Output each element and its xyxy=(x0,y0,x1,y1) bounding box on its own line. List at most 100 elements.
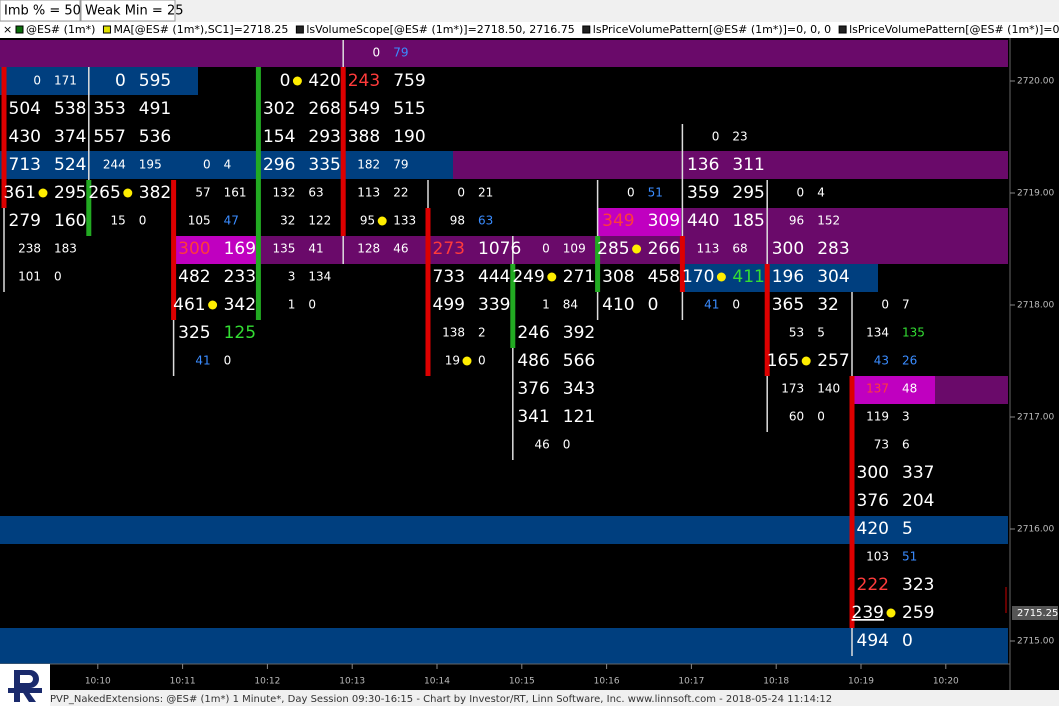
band xyxy=(935,376,1008,404)
bid-volume: 222 xyxy=(857,575,889,595)
band xyxy=(453,151,1008,179)
bid-volume: 549 xyxy=(348,99,380,119)
ask-volume: 122 xyxy=(308,214,331,228)
ask-volume: 759 xyxy=(393,71,425,91)
bid-volume: 170 xyxy=(682,267,714,287)
bar-body xyxy=(510,264,516,348)
ask-volume: 339 xyxy=(478,295,510,315)
ask-volume: 0 xyxy=(817,410,825,424)
bar-body xyxy=(1,67,7,208)
imbalance-setting[interactable]: Imb % = 500 xyxy=(4,4,89,19)
bid-volume: 246 xyxy=(517,323,549,343)
band xyxy=(853,376,935,404)
ask-volume: 160 xyxy=(54,211,86,231)
bid-volume: 0 xyxy=(542,242,550,256)
ask-volume: 311 xyxy=(732,155,764,175)
bars xyxy=(1,40,855,656)
imbalance-dot xyxy=(547,272,557,282)
ask-volume: 304 xyxy=(817,267,849,287)
ask-volume: 79 xyxy=(393,46,408,60)
time-label: 10:15 xyxy=(509,677,535,687)
imbalance-dot xyxy=(801,356,811,366)
legend-swatch xyxy=(102,25,111,34)
ask-volume: 2 xyxy=(478,326,486,340)
ask-volume: 195 xyxy=(139,158,162,172)
bid-volume: 420 xyxy=(857,519,889,539)
ask-volume: 3 xyxy=(902,410,910,424)
ask-volume: 121 xyxy=(563,407,595,427)
bid-volume: 0 xyxy=(797,186,805,200)
ask-volume: 515 xyxy=(393,99,425,119)
band xyxy=(0,40,1008,67)
current-price-box xyxy=(1012,606,1058,620)
ask-volume: 51 xyxy=(902,550,917,564)
ask-volume: 161 xyxy=(224,186,247,200)
bid-volume: 154 xyxy=(263,127,295,147)
imbalance-dot xyxy=(716,272,726,282)
ask-volume: 283 xyxy=(817,239,849,259)
bid-volume: 119 xyxy=(866,410,889,424)
ask-volume: 47 xyxy=(224,214,239,228)
bid-volume: 138 xyxy=(442,326,465,340)
bid-volume: 341 xyxy=(517,407,549,427)
close-icon[interactable]: × xyxy=(3,23,12,36)
bid-volume: 302 xyxy=(263,99,295,119)
ask-volume: 21 xyxy=(478,186,493,200)
imbalance-box[interactable] xyxy=(0,0,81,22)
price-label: 2715.00 xyxy=(1017,637,1054,647)
ask-volume: 46 xyxy=(393,242,408,256)
legend-entry: @ES# (1m*) xyxy=(26,23,95,36)
bid-volume: 128 xyxy=(357,242,380,256)
band xyxy=(0,151,453,179)
ask-volume: 185 xyxy=(732,211,764,231)
bid-volume: 1 xyxy=(542,298,550,312)
bid-volume: 113 xyxy=(357,186,380,200)
legend-swatch xyxy=(15,25,24,34)
bid-volume: 98 xyxy=(450,214,465,228)
bid-volume: 388 xyxy=(348,127,380,147)
ask-volume: 411 xyxy=(732,267,764,287)
bid-volume: 430 xyxy=(9,127,41,147)
ask-volume: 295 xyxy=(54,183,86,203)
ask-volume: 595 xyxy=(139,71,171,91)
ask-volume: 0 xyxy=(478,354,486,368)
time-label: 10:13 xyxy=(339,677,365,687)
bid-volume: 361 xyxy=(4,183,36,203)
weak-min-box[interactable] xyxy=(80,0,176,22)
bid-volume: 134 xyxy=(866,326,889,340)
ask-volume: 323 xyxy=(902,575,934,595)
weak-min-setting[interactable]: Weak Min = 25 xyxy=(85,4,183,19)
bid-volume: 365 xyxy=(772,295,804,315)
time-label: 10:19 xyxy=(848,677,874,687)
ask-volume: 0 xyxy=(308,298,316,312)
ask-volume: 343 xyxy=(563,379,595,399)
ask-volume: 133 xyxy=(393,214,416,228)
bar-body xyxy=(595,236,601,292)
legend-entry: lsVolumeScope[@ES# (1m*)]=2718.50, 2716.… xyxy=(306,23,574,36)
ask-volume: 0 xyxy=(648,295,659,315)
bid-volume: 96 xyxy=(789,214,804,228)
bid-volume: 461 xyxy=(173,295,205,315)
ask-volume: 538 xyxy=(54,99,86,119)
legend: @ES# (1m*) MA[@ES# (1m*),SC1]=2718.25 lsVo… xyxy=(15,23,1059,36)
bid-volume: 376 xyxy=(857,491,889,511)
ask-volume: 259 xyxy=(902,603,934,623)
ask-volume: 23 xyxy=(732,130,747,144)
bid-volume: 733 xyxy=(433,267,465,287)
bar-body xyxy=(679,236,685,292)
band xyxy=(0,67,198,95)
time-label: 10:11 xyxy=(170,677,196,687)
ask-volume: 84 xyxy=(563,298,578,312)
imbalance-dot xyxy=(292,76,302,86)
bid-volume: 43 xyxy=(874,354,889,368)
ask-volume: 63 xyxy=(478,214,493,228)
bid-volume: 165 xyxy=(767,351,799,371)
bid-volume: 0 xyxy=(627,186,635,200)
ask-volume: 204 xyxy=(902,491,934,511)
bar-body xyxy=(340,67,346,236)
bid-volume: 499 xyxy=(433,295,465,315)
bid-volume: 41 xyxy=(195,354,210,368)
ask-volume: 125 xyxy=(224,323,256,343)
ask-volume: 257 xyxy=(817,351,849,371)
axes: 2720.00 2719.00 2718.00 2717.00 2716.00 2715.… xyxy=(85,77,1059,687)
